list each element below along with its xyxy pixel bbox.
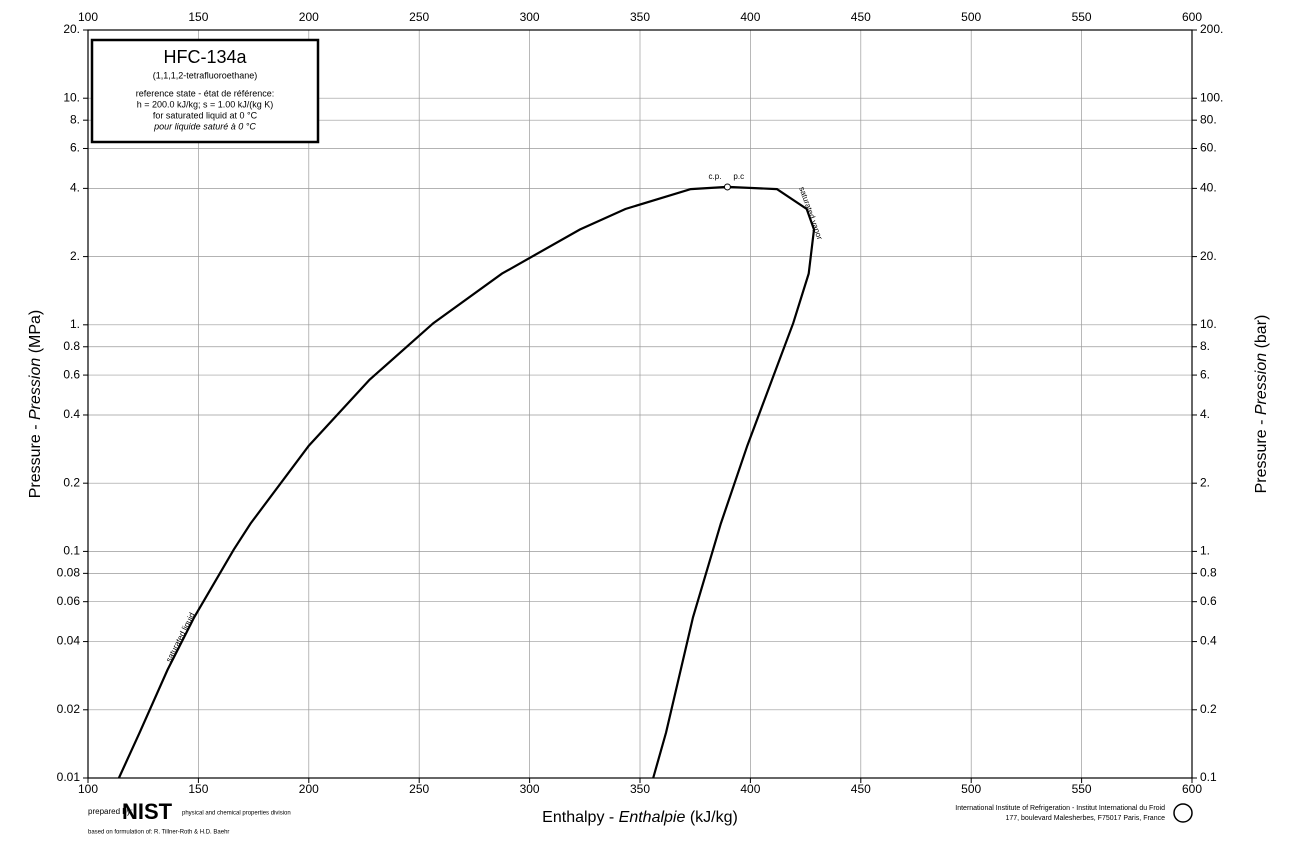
y2-tick-label: 0.6 bbox=[1200, 594, 1217, 608]
footer-text: physical and chemical properties divisio… bbox=[182, 811, 291, 817]
y-tick-label: 6. bbox=[70, 141, 80, 155]
x-tick-label-top: 450 bbox=[851, 10, 871, 24]
y2-tick-label: 1. bbox=[1200, 544, 1210, 558]
note: reference state - état de référence: bbox=[136, 88, 275, 98]
x-axis-label-part: Enthalpy - bbox=[542, 809, 618, 826]
x-tick-label: 400 bbox=[740, 782, 760, 796]
x-tick-label: 350 bbox=[630, 782, 650, 796]
x-axis-label: Enthalpy - Enthalpie (kJ/kg) bbox=[542, 809, 738, 826]
y-tick-label: 4. bbox=[70, 181, 80, 195]
x-axis-label-part: Enthalpie bbox=[619, 809, 686, 826]
footer-text: based on formulation of: R. Tillner-Roth… bbox=[88, 830, 229, 836]
x-tick-label: 600 bbox=[1182, 782, 1202, 796]
footer-text: 177, boulevard Malesherbes, F75017 Paris… bbox=[1005, 815, 1165, 822]
critical-point-label: p.c bbox=[733, 172, 744, 181]
x-tick-label: 500 bbox=[961, 782, 981, 796]
y2-tick-label: 10. bbox=[1200, 317, 1217, 331]
y2-tick-label: 20. bbox=[1200, 249, 1217, 263]
critical-point-label: c.p. bbox=[709, 172, 722, 181]
x-tick-label-top: 550 bbox=[1072, 10, 1092, 24]
y-tick-label: 0.08 bbox=[57, 566, 81, 580]
y-tick-label: 0.4 bbox=[63, 407, 80, 421]
y2-axis-label: Pressure - Pression (bar) bbox=[1253, 315, 1270, 494]
y-tick-label: 0.02 bbox=[57, 702, 81, 716]
saturation-curve bbox=[652, 185, 816, 779]
x-tick-label-top: 400 bbox=[740, 10, 760, 24]
note: h = 200.0 kJ/kg; s = 1.00 kJ/(kg K) bbox=[137, 99, 274, 109]
y2-axis-label-part: Pression bbox=[1253, 353, 1270, 415]
curve-label: saturated vapor bbox=[797, 185, 824, 241]
x-tick-label-top: 500 bbox=[961, 10, 981, 24]
y2-tick-label: 100. bbox=[1200, 90, 1223, 104]
y2-tick-label: 4. bbox=[1200, 407, 1210, 421]
x-tick-label-top: 300 bbox=[520, 10, 540, 24]
x-tick-label: 550 bbox=[1072, 782, 1092, 796]
y-axis-label: Pressure - Pression (MPa) bbox=[27, 310, 44, 499]
y-tick-label: 1. bbox=[70, 317, 80, 331]
y-tick-label: 0.2 bbox=[63, 475, 80, 489]
footer-text: International Institute of Refrigeration… bbox=[955, 805, 1165, 812]
title-box-frame bbox=[90, 38, 320, 144]
note: for saturated liquid at 0 °C bbox=[153, 110, 258, 120]
x-tick-label: 150 bbox=[188, 782, 208, 796]
y2-tick-label: 0.8 bbox=[1200, 566, 1217, 580]
y-axis-label-part: Pression bbox=[27, 358, 44, 420]
y-tick-label: 8. bbox=[70, 112, 80, 126]
footer-text: prepared by: bbox=[88, 807, 133, 816]
y-axis-label-part: Pressure - bbox=[27, 420, 44, 498]
y2-axis-label-part: (bar) bbox=[1253, 315, 1270, 353]
x-tick-label: 300 bbox=[520, 782, 540, 796]
x-tick-label: 250 bbox=[409, 782, 429, 796]
x-axis-label-part: (kJ/kg) bbox=[685, 809, 737, 826]
y2-tick-label: 0.1 bbox=[1200, 770, 1217, 784]
x-tick-label-top: 150 bbox=[188, 10, 208, 24]
y-tick-label: 0.01 bbox=[57, 770, 81, 784]
y2-tick-label: 0.4 bbox=[1200, 634, 1217, 648]
y2-tick-label: 60. bbox=[1200, 141, 1217, 155]
x-tick-label: 200 bbox=[299, 782, 319, 796]
saturation-curve bbox=[117, 185, 728, 779]
x-tick-label-top: 600 bbox=[1182, 10, 1202, 24]
chart-title: HFC-134a bbox=[163, 47, 247, 67]
x-tick-label-top: 350 bbox=[630, 10, 650, 24]
y2-tick-label: 8. bbox=[1200, 339, 1210, 353]
y-axis-label-part: (MPa) bbox=[27, 310, 44, 358]
y2-tick-label: 40. bbox=[1200, 181, 1217, 195]
y2-tick-label: 200. bbox=[1200, 22, 1223, 36]
footer-globe-icon bbox=[1173, 803, 1193, 823]
y-tick-label: 0.6 bbox=[63, 367, 80, 381]
y2-axis-label-part: Pressure - bbox=[1253, 415, 1270, 493]
x-tick-label: 100 bbox=[78, 782, 98, 796]
y2-tick-label: 2. bbox=[1200, 475, 1210, 489]
footer-logo: NIST bbox=[122, 799, 173, 824]
x-tick-label: 450 bbox=[851, 782, 871, 796]
y2-tick-label: 6. bbox=[1200, 367, 1210, 381]
y-tick-label: 0.8 bbox=[63, 339, 80, 353]
y-tick-label: 0.1 bbox=[63, 544, 80, 558]
note: pour liquide saturé à 0 °C bbox=[153, 121, 256, 131]
y-tick-label: 10. bbox=[63, 90, 80, 104]
x-tick-label-top: 100 bbox=[78, 10, 98, 24]
y2-tick-label: 80. bbox=[1200, 112, 1217, 126]
y-tick-label: 0.04 bbox=[57, 634, 81, 648]
x-tick-label-top: 200 bbox=[299, 10, 319, 24]
chart-subtitle: (1,1,1,2-tetrafluoroethane) bbox=[153, 70, 258, 80]
y-tick-label: 0.06 bbox=[57, 594, 81, 608]
y2-tick-label: 0.2 bbox=[1200, 702, 1217, 716]
title-box: HFC-134a (1,1,1,2-tetrafluoroethane) ref… bbox=[90, 38, 320, 144]
x-tick-label-top: 250 bbox=[409, 10, 429, 24]
y-tick-label: 2. bbox=[70, 249, 80, 263]
curve-label: saturated liquid bbox=[164, 611, 197, 663]
y-tick-label: 20. bbox=[63, 22, 80, 36]
critical-point bbox=[723, 183, 731, 191]
